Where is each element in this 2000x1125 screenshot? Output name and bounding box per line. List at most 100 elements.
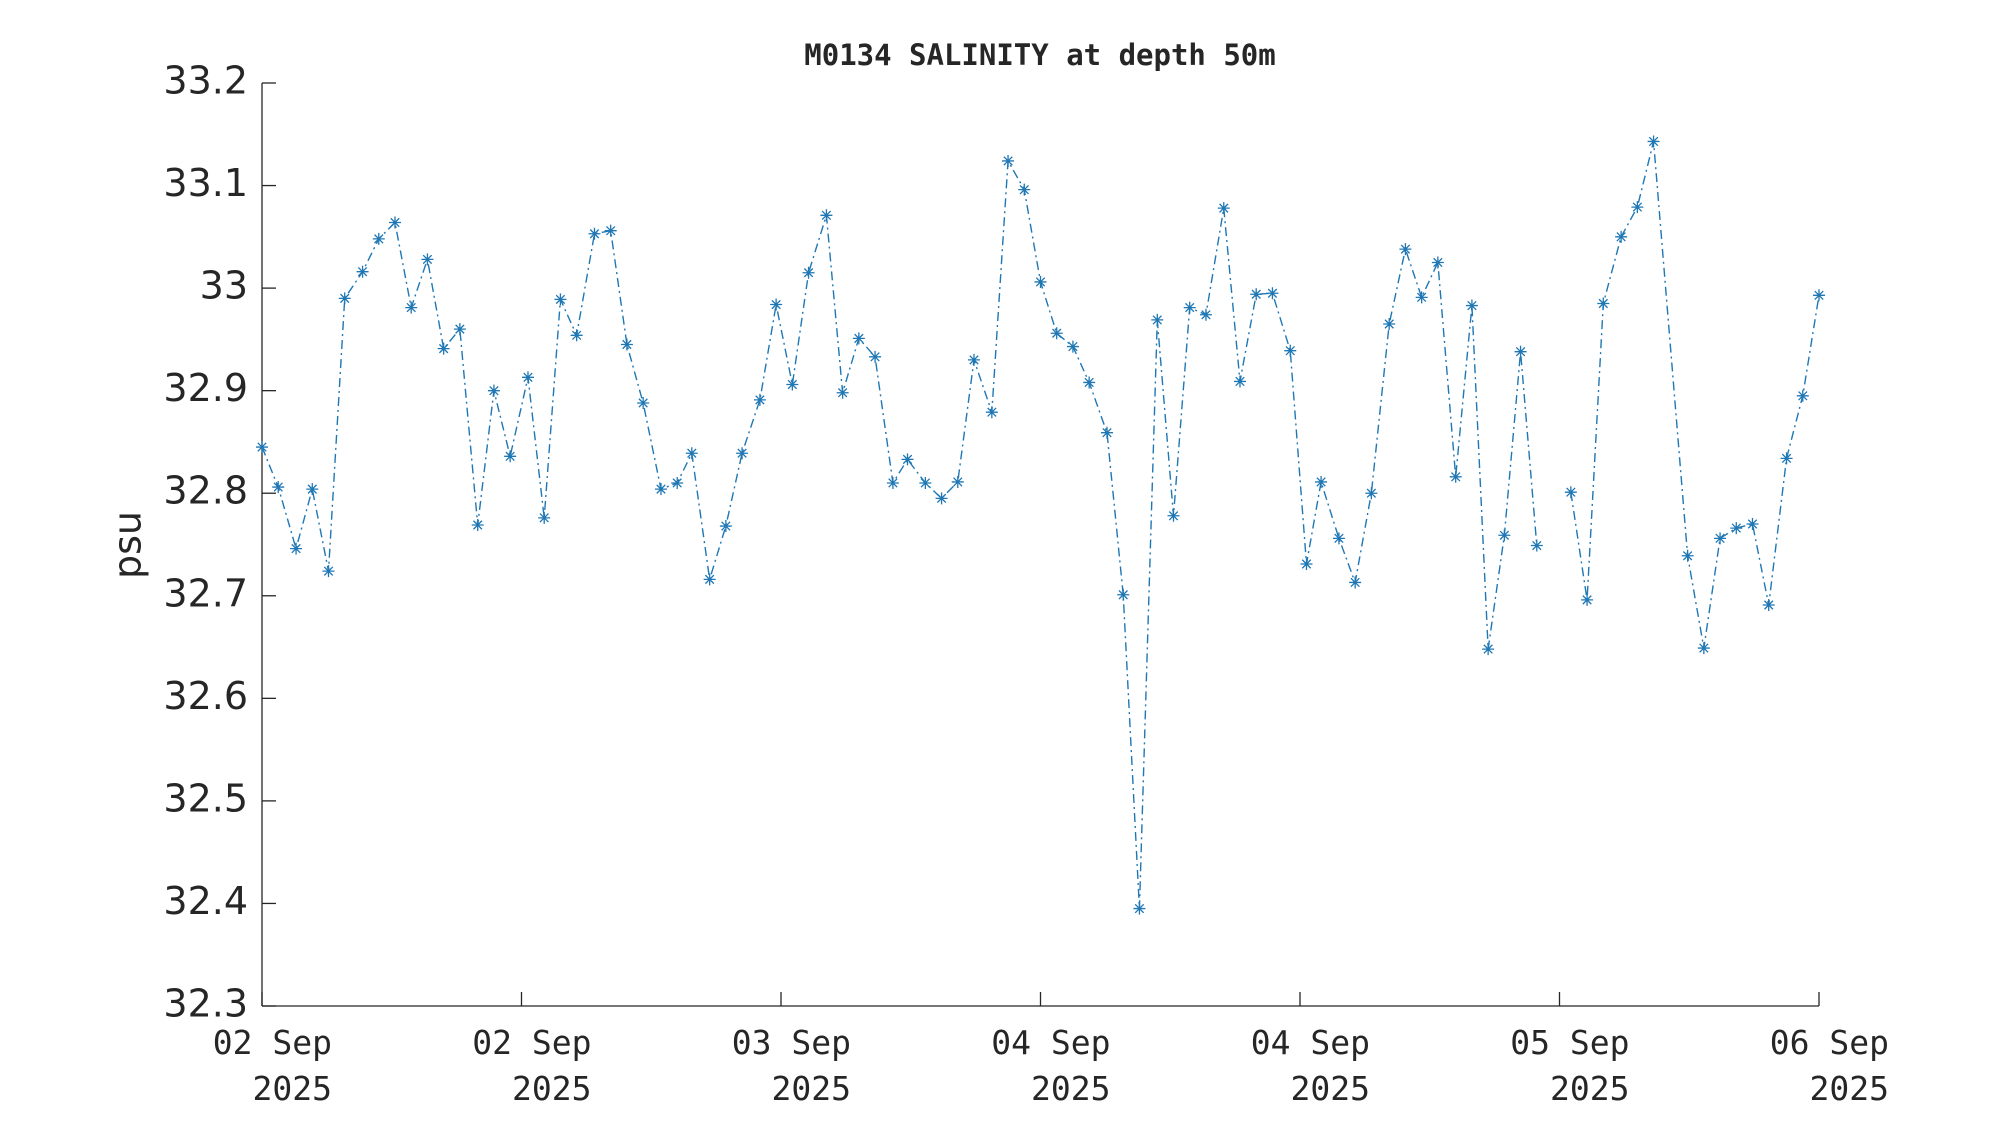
data-point	[372, 232, 385, 245]
data-point	[437, 342, 450, 355]
data-point	[487, 384, 500, 397]
data-point	[1697, 642, 1710, 655]
data-point	[786, 378, 799, 391]
data-point	[1581, 593, 1594, 606]
data-point	[588, 227, 601, 240]
data-point	[869, 350, 882, 363]
data-point	[388, 216, 401, 229]
data-point	[1564, 486, 1577, 499]
data-point	[1117, 588, 1130, 601]
data-point	[703, 573, 716, 586]
data-line	[1570, 141, 1820, 649]
data-point	[620, 338, 633, 351]
data-point	[272, 481, 285, 494]
data-point	[1332, 532, 1345, 545]
data-point	[405, 301, 418, 314]
y-tick-label: 32.7	[163, 571, 248, 615]
data-point	[1266, 287, 1279, 300]
data-point	[1066, 340, 1079, 353]
data-point	[719, 520, 732, 533]
data-point	[1796, 389, 1809, 402]
data-point	[836, 386, 849, 399]
data-point	[1002, 154, 1015, 167]
data-point	[1284, 344, 1297, 357]
y-axis-label: psu	[106, 511, 150, 579]
data-point	[1597, 297, 1610, 310]
data-point	[1018, 183, 1031, 196]
y-tick-label: 32.6	[163, 674, 248, 718]
y-tick-label: 32.5	[163, 776, 248, 820]
data-point	[1498, 529, 1511, 542]
data-point	[671, 476, 684, 489]
data-point	[685, 447, 698, 460]
data-point	[1714, 532, 1727, 545]
data-point	[471, 519, 484, 532]
data-point	[1482, 643, 1495, 656]
data-point	[1250, 288, 1263, 301]
data-point	[604, 224, 617, 237]
y-tick-label: 32.8	[163, 469, 248, 513]
data-point	[1449, 470, 1462, 483]
data-point	[770, 298, 783, 311]
x-tick-label: 02 Sep 2025	[472, 1023, 592, 1108]
data-point	[1681, 549, 1694, 562]
data-point	[1647, 135, 1660, 148]
x-tick-label: 04 Sep 2025	[1250, 1023, 1370, 1108]
data-point	[935, 492, 948, 505]
data-point	[1780, 452, 1793, 465]
chart-title: M0134 SALINITY at depth 50m	[804, 38, 1275, 72]
data-point	[802, 266, 815, 279]
data-point	[1730, 522, 1743, 535]
x-tick-label: 03 Sep 2025	[731, 1023, 851, 1108]
data-point	[290, 542, 303, 555]
data-point	[1615, 230, 1628, 243]
data-point	[968, 353, 980, 366]
data-point	[1813, 289, 1825, 302]
data-point	[322, 565, 335, 578]
y-tick-label: 33.1	[163, 161, 248, 205]
data-point	[1083, 376, 1096, 389]
x-tick-label: 05 Sep 2025	[1510, 1023, 1630, 1108]
data-line	[261, 158, 1538, 909]
y-tick-label: 33.2	[163, 59, 248, 103]
data-point	[504, 450, 517, 463]
data-point	[1746, 517, 1759, 530]
data-point	[570, 329, 583, 342]
data-point	[1315, 475, 1328, 488]
data-point	[1431, 256, 1444, 269]
data-point	[1167, 509, 1180, 522]
data-point	[538, 511, 551, 524]
data-point	[1415, 291, 1428, 304]
data-point	[1217, 202, 1230, 215]
data-point	[306, 483, 319, 496]
data-point	[951, 475, 964, 488]
y-tick-label: 32.4	[163, 879, 248, 923]
data-point	[521, 371, 534, 384]
data-point	[1151, 313, 1164, 326]
data-point	[1514, 345, 1527, 358]
data-point	[453, 323, 466, 336]
data-point	[356, 265, 369, 278]
data-point	[637, 396, 650, 409]
data-point	[1133, 902, 1146, 915]
data-point	[852, 332, 865, 345]
data-point	[1101, 426, 1113, 439]
data-point	[1233, 375, 1246, 388]
data-point	[1762, 599, 1775, 612]
data-point	[1399, 243, 1412, 256]
data-point	[1465, 299, 1478, 312]
data-point	[886, 476, 899, 489]
data-point	[1199, 308, 1212, 321]
data-point	[1300, 557, 1313, 570]
data-point	[753, 393, 766, 406]
data-point	[901, 453, 914, 466]
data-point	[654, 483, 667, 496]
data-point	[554, 293, 567, 306]
y-tick-label: 33	[200, 264, 248, 308]
data-point	[1034, 275, 1047, 288]
data-point	[985, 406, 998, 419]
data-point	[1050, 327, 1063, 340]
data-point	[736, 447, 749, 460]
data-point	[421, 253, 434, 266]
